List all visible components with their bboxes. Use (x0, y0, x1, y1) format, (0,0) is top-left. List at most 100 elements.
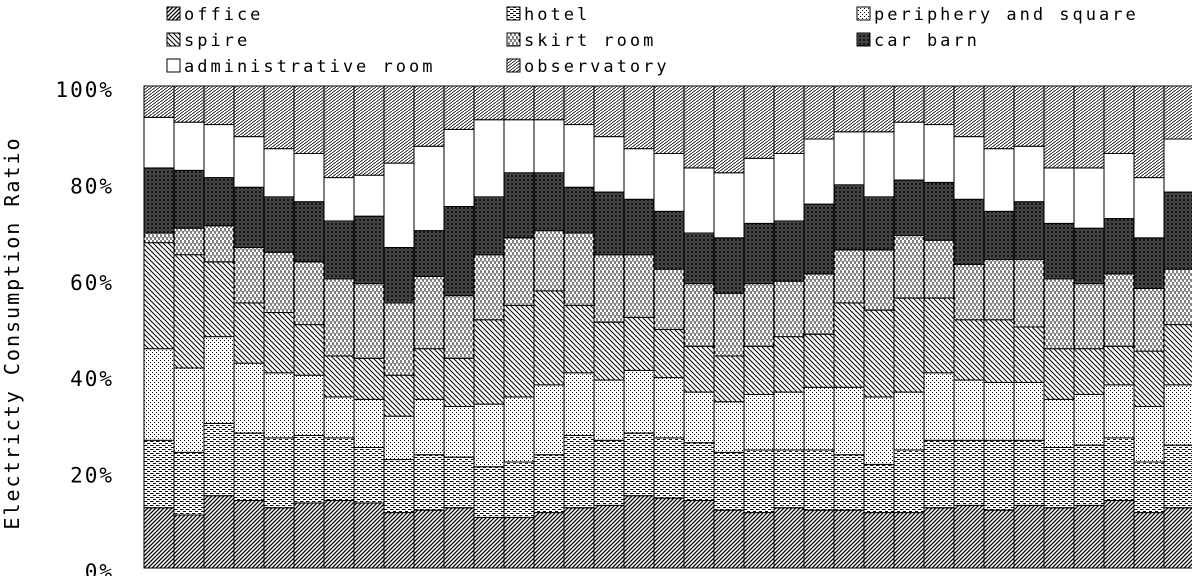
bar-segment-admin (653, 152, 685, 212)
bar-stack (953, 85, 985, 569)
bar-segment-skirt (413, 275, 445, 350)
bar-segment-skirt (353, 283, 385, 359)
bar-segment-carbarn (1073, 227, 1105, 285)
bar-segment-skirt (683, 283, 715, 347)
bar-segment-office (443, 507, 475, 569)
bar-segment-spire (623, 316, 655, 371)
bar-segment-hotel (743, 449, 775, 514)
bar-segment-observatory (833, 85, 865, 133)
bar-segment-admin (383, 162, 415, 248)
bar-segment-observatory (773, 85, 805, 154)
bar-segment-observatory (863, 85, 895, 133)
bar-segment-admin (593, 136, 625, 193)
bar-segment-carbarn (803, 203, 835, 275)
bar-segment-periphery (1133, 406, 1165, 463)
bar-segment-periphery (473, 403, 505, 468)
bar-segment-hotel (203, 422, 235, 497)
bar-stack (863, 85, 895, 569)
bar-stack (653, 85, 685, 569)
bar-segment-office (713, 509, 745, 569)
bar-segment-spire (413, 348, 445, 400)
bar-segment-admin (863, 131, 895, 198)
bar-stack (983, 85, 1015, 569)
bar-segment-hotel (683, 442, 715, 502)
bar-segment-carbarn (143, 167, 175, 234)
bar-segment-carbarn (863, 196, 895, 251)
bar-segment-spire (1013, 326, 1045, 383)
bar-segment-periphery (683, 391, 715, 444)
bar-segment-admin (233, 136, 265, 188)
bar-segment-admin (263, 148, 295, 198)
bar-segment-skirt (1073, 283, 1105, 350)
bar-segment-office (263, 507, 295, 569)
bar-segment-skirt (173, 227, 205, 256)
bar-segment-periphery (953, 379, 985, 441)
bar-segment-carbarn (653, 210, 685, 270)
bar-stack (263, 85, 295, 569)
bar-segment-spire (1103, 345, 1135, 386)
bar-segment-spire (1133, 350, 1165, 408)
legend: office hotel periphery and square spire skir… (166, 5, 1136, 77)
bar-segment-hotel (773, 449, 805, 509)
bar-segment-admin (683, 167, 715, 234)
bar-segment-office (413, 509, 445, 569)
bar-segment-observatory (593, 85, 625, 138)
bar-segment-spire (1073, 348, 1105, 395)
bar-segment-periphery (533, 384, 565, 456)
bar-segment-hotel (803, 449, 835, 511)
bar-segment-observatory (323, 85, 355, 179)
bar-segment-skirt (803, 273, 835, 335)
bar-segment-hotel (173, 451, 205, 516)
bar-segment-skirt (1043, 278, 1075, 350)
bar-stack (503, 85, 535, 569)
bar-segment-observatory (203, 85, 235, 126)
bar-segment-carbarn (533, 172, 565, 232)
bar-stack (743, 85, 775, 569)
bar-segment-carbarn (263, 196, 295, 253)
bar-stack (893, 85, 925, 569)
bar-segment-carbarn (173, 169, 205, 229)
bar-segment-skirt (323, 278, 355, 357)
bar-segment-periphery (1013, 381, 1045, 441)
bar-segment-periphery (833, 386, 865, 456)
bar-segment-skirt (443, 295, 475, 359)
bar-segment-hotel (143, 439, 175, 509)
legend-label-hotel: hotel (524, 5, 590, 25)
bar-segment-carbarn (353, 215, 385, 285)
bar-stack (353, 85, 385, 569)
legend-label-spire: spire (184, 31, 250, 51)
legend-swatch-skirt (506, 32, 521, 47)
legend-label-office: office (184, 5, 263, 25)
bar-segment-carbarn (593, 191, 625, 256)
bar-stack (473, 85, 505, 569)
bar-segment-spire (533, 290, 565, 386)
bar-segment-spire (593, 321, 625, 381)
bar-segment-skirt (233, 246, 265, 304)
bar-segment-spire (1043, 348, 1075, 400)
bar-segment-skirt (923, 239, 955, 299)
bar-segment-office (893, 512, 925, 569)
bar-segment-carbarn (983, 210, 1015, 261)
bar-segment-admin (833, 131, 865, 186)
bar-segment-observatory (713, 85, 745, 174)
bar-segment-skirt (593, 254, 625, 323)
bar-segment-hotel (863, 463, 895, 514)
bar-stack (413, 85, 445, 569)
bar-segment-observatory (1163, 85, 1192, 140)
bar-segment-observatory (1013, 85, 1045, 147)
bar-segment-periphery (443, 406, 475, 458)
bar-segment-admin (323, 177, 355, 222)
bar-segment-office (353, 502, 385, 569)
bar-segment-observatory (383, 85, 415, 164)
bar-segment-spire (803, 333, 835, 388)
bar-stack (713, 85, 745, 569)
bar-segment-periphery (1073, 393, 1105, 446)
bar-segment-office (293, 502, 325, 569)
bar-segment-admin (1073, 167, 1105, 229)
bar-segment-observatory (923, 85, 955, 126)
bar-segment-spire (953, 319, 985, 381)
bar-segment-admin (443, 128, 475, 208)
bar-segment-office (323, 500, 355, 569)
bar-stack (443, 85, 475, 569)
